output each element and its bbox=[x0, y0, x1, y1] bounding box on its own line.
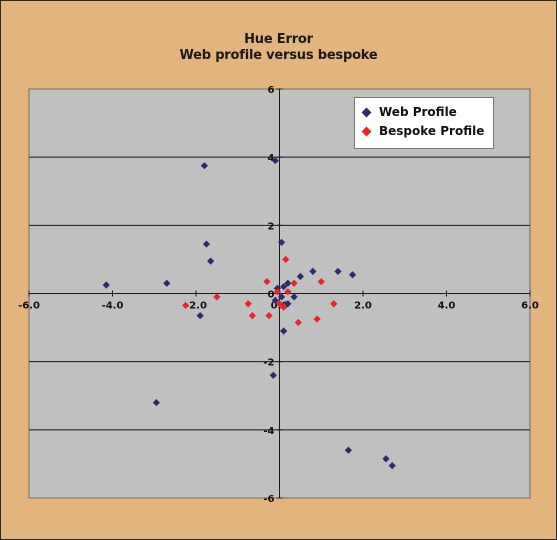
data-point bbox=[207, 257, 215, 265]
data-point bbox=[344, 446, 352, 454]
data-point bbox=[271, 156, 279, 165]
y-tick-label: -6 bbox=[263, 494, 274, 505]
data-point bbox=[348, 271, 357, 279]
data-point bbox=[280, 327, 288, 335]
x-tick-label: 2.0 bbox=[354, 301, 372, 312]
y-tick-label: 0 bbox=[268, 290, 275, 301]
x-tick-label: -2.0 bbox=[185, 301, 207, 312]
y-tick-labels: 6 4 2 0 -2 -4 -6 bbox=[263, 85, 274, 505]
data-point bbox=[382, 455, 390, 463]
data-point bbox=[309, 267, 317, 275]
y-tick-label: 4 bbox=[268, 153, 275, 164]
data-point bbox=[202, 240, 211, 248]
series-web-profile bbox=[102, 156, 396, 470]
data-point bbox=[294, 318, 302, 327]
data-point bbox=[269, 371, 277, 379]
x-tick-label: 6.0 bbox=[521, 301, 539, 312]
data-point bbox=[200, 162, 208, 170]
y-tick-label: 2 bbox=[268, 221, 275, 232]
data-point bbox=[284, 279, 292, 287]
data-point bbox=[290, 293, 298, 301]
x-tick-label: -4.0 bbox=[102, 301, 124, 312]
data-point bbox=[102, 281, 110, 289]
data-point bbox=[213, 293, 221, 301]
data-point bbox=[152, 398, 160, 407]
data-point bbox=[277, 238, 286, 246]
data-point bbox=[265, 312, 273, 320]
data-point bbox=[313, 315, 321, 323]
y-tick-label: 6 bbox=[268, 85, 275, 96]
data-point bbox=[330, 300, 338, 308]
data-point bbox=[317, 277, 325, 286]
data-point bbox=[163, 279, 171, 287]
data-point bbox=[280, 303, 288, 311]
data-point bbox=[263, 277, 271, 286]
x-tick-label: -6.0 bbox=[18, 301, 40, 312]
legend-item-bespoke-profile: Bespoke Profile bbox=[361, 123, 485, 139]
data-point bbox=[275, 300, 284, 308]
legend-label: Web Profile bbox=[379, 105, 457, 119]
legend-marker-icon bbox=[361, 107, 372, 117]
data-point bbox=[244, 300, 252, 308]
data-point bbox=[284, 288, 292, 296]
x-tick-label: 4.0 bbox=[438, 301, 456, 312]
data-point bbox=[181, 301, 190, 310]
data-point bbox=[280, 283, 288, 291]
data-point bbox=[282, 255, 290, 264]
legend-label: Bespoke Profile bbox=[379, 124, 485, 138]
data-point bbox=[334, 267, 342, 275]
legend-marker-icon bbox=[361, 126, 372, 136]
data-point bbox=[196, 312, 204, 320]
data-point bbox=[296, 272, 304, 281]
series-bespoke-profile bbox=[181, 255, 338, 327]
data-points bbox=[102, 156, 396, 470]
y-tick-label: -4 bbox=[263, 426, 274, 437]
legend-item-web-profile: Web Profile bbox=[361, 104, 457, 120]
chart-subtitle: Web profile versus bespoke bbox=[179, 48, 378, 63]
data-point bbox=[388, 462, 396, 470]
data-point bbox=[248, 312, 256, 320]
chart-title: Hue Error bbox=[244, 32, 313, 47]
data-point bbox=[290, 279, 298, 287]
data-point bbox=[277, 293, 286, 301]
data-point bbox=[284, 300, 292, 308]
legend: Web Profile Bespoke Profile bbox=[354, 97, 494, 149]
y-tick-label: -2 bbox=[263, 358, 274, 369]
data-point bbox=[271, 296, 279, 304]
data-point bbox=[273, 288, 282, 296]
